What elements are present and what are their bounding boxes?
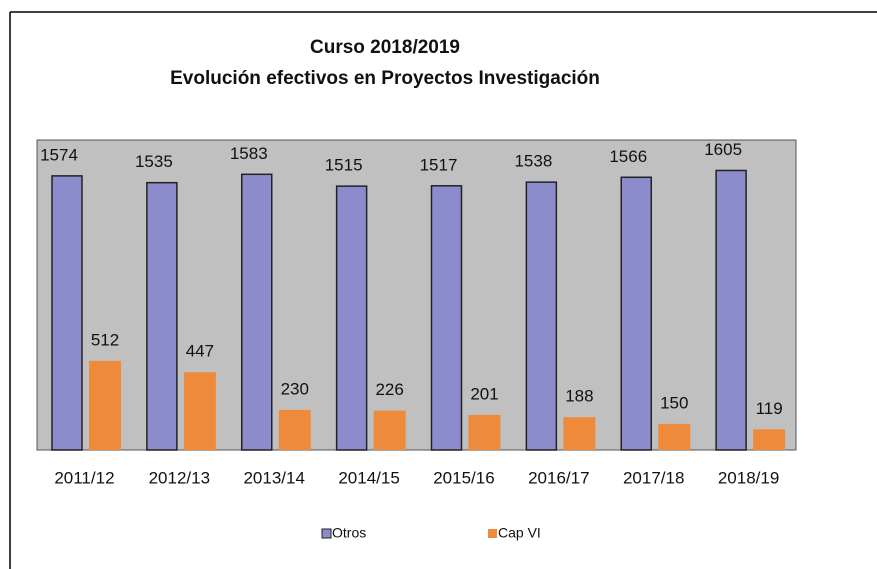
data-label: 1605 bbox=[704, 140, 742, 159]
bar bbox=[658, 423, 691, 450]
bar bbox=[335, 185, 368, 451]
data-label: 512 bbox=[91, 330, 119, 349]
data-label: 1566 bbox=[609, 147, 647, 166]
bar bbox=[753, 429, 786, 450]
bar bbox=[373, 410, 406, 450]
x-tick-label: 2015/16 bbox=[433, 468, 494, 487]
legend-label: Cap VI bbox=[498, 525, 541, 541]
chart-title: Curso 2018/2019 bbox=[310, 37, 460, 58]
bar bbox=[468, 414, 501, 450]
x-tick-label: 2014/15 bbox=[338, 468, 399, 487]
data-label: 226 bbox=[375, 380, 403, 399]
legend-swatch bbox=[488, 529, 497, 538]
bar bbox=[430, 185, 463, 451]
data-label: 1538 bbox=[514, 152, 552, 171]
data-label: 1535 bbox=[135, 152, 173, 171]
x-tick-label: 2018/19 bbox=[718, 468, 779, 487]
data-label: 188 bbox=[565, 387, 593, 406]
bar bbox=[525, 181, 558, 451]
bar bbox=[715, 169, 747, 451]
bar bbox=[183, 372, 216, 450]
legend-label: Otros bbox=[332, 525, 366, 541]
x-tick-label: 2011/12 bbox=[54, 468, 114, 487]
data-label: 230 bbox=[281, 379, 309, 398]
bar bbox=[620, 176, 652, 451]
data-label: 1517 bbox=[420, 155, 458, 174]
x-tick-label: 2017/18 bbox=[623, 468, 684, 487]
x-tick-label: 2016/17 bbox=[528, 468, 589, 487]
bar bbox=[241, 173, 273, 451]
data-label: 150 bbox=[660, 393, 688, 412]
data-label: 119 bbox=[756, 399, 783, 418]
x-tick-label: 2013/14 bbox=[243, 468, 304, 487]
bar bbox=[89, 360, 121, 450]
legend-swatch bbox=[321, 528, 332, 539]
data-label: 1515 bbox=[325, 156, 363, 175]
data-label: 201 bbox=[470, 384, 498, 403]
data-label: 1574 bbox=[40, 145, 78, 164]
data-label: 447 bbox=[186, 342, 214, 361]
x-tick-label: 2012/13 bbox=[149, 468, 210, 487]
bar bbox=[146, 181, 178, 451]
chart-subtitle: Evolución efectivos en Proyectos Investi… bbox=[170, 68, 600, 89]
bar bbox=[278, 409, 311, 450]
bar bbox=[563, 417, 596, 450]
bar bbox=[51, 175, 83, 451]
data-label: 1583 bbox=[230, 144, 268, 163]
